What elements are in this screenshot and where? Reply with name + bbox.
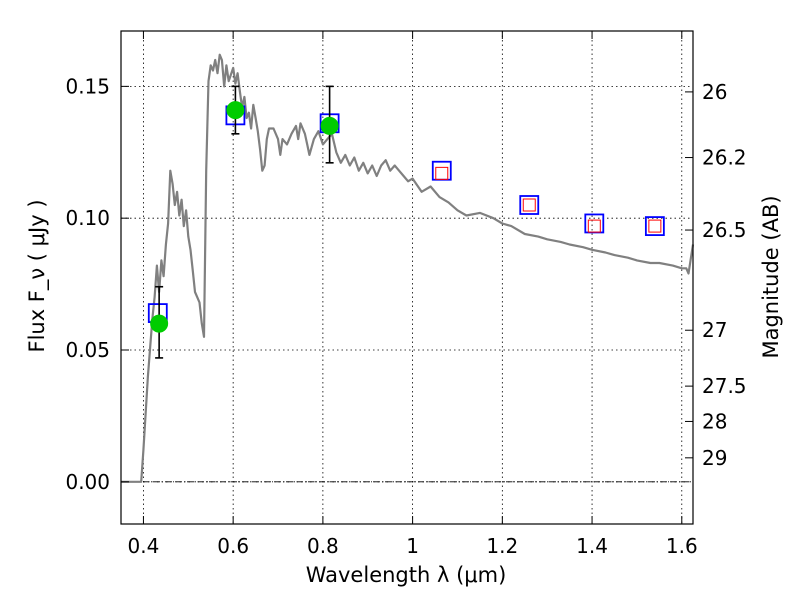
plot-frame [120, 30, 694, 525]
grid [121, 31, 693, 524]
magnitude-tick-label: 26.2 [702, 146, 747, 170]
magnitude-tick-label: 27.5 [702, 374, 747, 398]
y-axis-label: Flux F_ν ( μJy ) [25, 199, 50, 352]
x-axis-label: Wavelength λ (μm) [306, 563, 507, 587]
x-tick-label: 1 [406, 534, 419, 558]
predicted-photometry-square [648, 219, 662, 233]
x-tick-label: 0.8 [307, 534, 339, 558]
predicted-photometry-square [435, 166, 449, 180]
sed-line-layer [121, 53, 695, 483]
model-photometry-square [519, 195, 540, 215]
predicted-photometry-square [522, 198, 536, 212]
observed-photometry-point [150, 314, 169, 333]
x-tick-label: 0.6 [217, 534, 249, 558]
y-tick-label: 0.05 [65, 338, 110, 362]
x-tick-label: 1.6 [666, 534, 698, 558]
x-tick-label: 1.2 [486, 534, 518, 558]
magnitude-axis-label: Magnitude (AB) [759, 195, 783, 358]
x-tick-label: 1.4 [576, 534, 608, 558]
magnitude-tick-label: 26.5 [702, 218, 747, 242]
sed-model-line [121, 53, 695, 483]
x-tick-label: 0.4 [128, 534, 160, 558]
magnitude-tick-label: 28 [702, 409, 727, 433]
tick-layer: 0.4 0.6 0.8 1 1.2 1.4 1.6 0.00 0.05 0.10 0.15 26 26.… [65, 31, 747, 558]
marker-layer [147, 85, 665, 359]
y-tick-label: 0.00 [65, 470, 110, 494]
y-tick-label: 0.15 [65, 74, 110, 98]
predicted-photometry-square [587, 219, 601, 233]
model-photometry-square [644, 216, 665, 236]
magnitude-tick-label: 27 [702, 318, 727, 342]
observed-photometry-point [226, 101, 245, 120]
magnitude-tick-label: 29 [702, 446, 727, 470]
observed-photometry-point [320, 116, 339, 135]
magnitude-tick-label: 26 [702, 80, 727, 104]
y-tick-label: 0.10 [65, 206, 110, 230]
